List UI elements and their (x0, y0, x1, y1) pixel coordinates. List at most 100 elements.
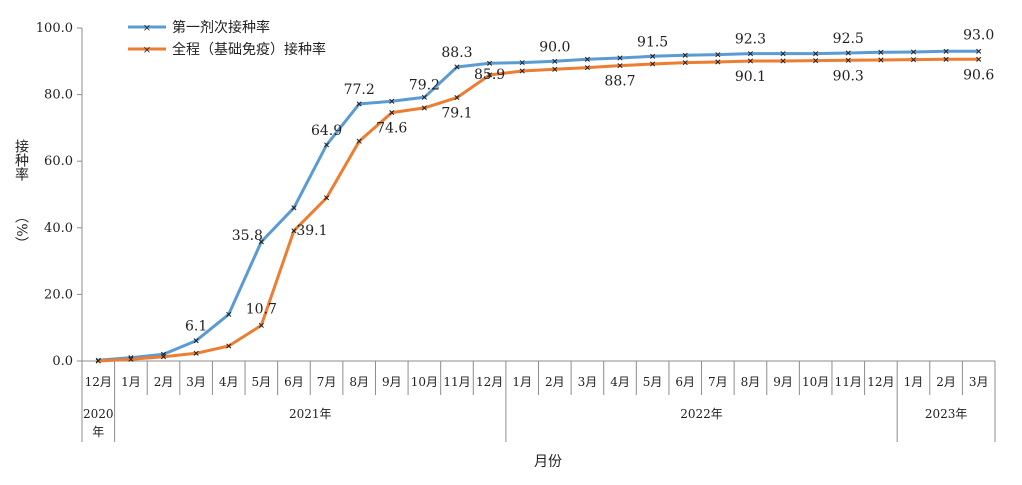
data-point (95, 358, 101, 364)
data-point (617, 63, 623, 69)
data-label: 10.7 (246, 301, 277, 317)
data-point (552, 66, 558, 72)
data-point (226, 343, 232, 349)
x-tick-label: 4月 (219, 375, 239, 389)
x-tick-label: 8月 (741, 375, 761, 389)
x-tick-label: 9月 (773, 375, 793, 389)
data-point (258, 322, 264, 328)
data-point (845, 57, 851, 63)
x-tick-label: 7月 (317, 375, 337, 389)
data-labels: 6.1 35.8 64.9 77.2 79.288.3 90.0 91.5 92.3 92.5 9… (185, 27, 994, 334)
x-tick-label: 6月 (284, 375, 304, 389)
x-tick-label: 1月 (904, 375, 924, 389)
data-point (356, 101, 362, 107)
data-point (487, 72, 493, 78)
data-point (715, 59, 721, 65)
x-axis: 12月 1月 2月 3月 4月 5月 6月 7月 8月 9月 10月 11月 12月 1月 2月 3月 4月 5月… (81, 360, 996, 442)
data-point (324, 142, 330, 148)
data-label: 77.2 (344, 82, 375, 98)
data-point (487, 60, 493, 66)
data-label: 91.5 (637, 34, 668, 50)
data-label: 74.6 (376, 121, 407, 137)
y-axis-title: 接种率 (13, 138, 29, 181)
y-tick-label: 20.0 (44, 287, 73, 302)
data-point (128, 356, 134, 362)
x-tick-label: 7月 (708, 375, 728, 389)
y-axis-unit: （%） (13, 209, 29, 250)
data-point (747, 51, 753, 57)
data-point (421, 105, 427, 111)
x-tick-label: 3月 (186, 375, 206, 389)
data-point (747, 58, 753, 64)
legend-label-full-course: 全程（基础免疫）接种率 (172, 41, 326, 58)
data-point (813, 58, 819, 64)
data-point (421, 94, 427, 100)
data-point (878, 57, 884, 63)
data-label: 6.1 (185, 319, 207, 335)
x-tick-label: 6月 (675, 375, 695, 389)
y-tick-label: 0.0 (52, 354, 73, 369)
series-line-0 (98, 49, 979, 362)
x-tick-label: 3月 (969, 375, 989, 389)
data-label: 88.7 (604, 74, 635, 90)
series-line-1 (98, 57, 979, 363)
data-label: 90.0 (539, 39, 570, 55)
year-label: 2020 (83, 407, 114, 421)
data-point (682, 52, 688, 58)
data-point (780, 51, 786, 57)
x-tick-label: 2月 (936, 375, 956, 389)
data-label: 39.1 (296, 223, 327, 239)
x-tick-label: 12月 (867, 375, 894, 389)
data-label: 90.6 (963, 67, 994, 83)
data-point (324, 195, 330, 201)
data-label: 79.1 (441, 106, 472, 122)
x-tick-label: 5月 (252, 375, 272, 389)
data-point (617, 55, 623, 61)
data-label: 90.3 (833, 68, 864, 84)
x-tick-label: 12月 (85, 375, 112, 389)
x-tick-label: 5月 (643, 375, 663, 389)
x-tick-label: 4月 (610, 375, 630, 389)
data-label: 93.0 (963, 27, 994, 43)
year-label: 2022年 (680, 407, 723, 421)
data-point (976, 48, 982, 54)
data-point (291, 205, 297, 211)
series-lines (95, 48, 982, 364)
data-label: 85.9 (474, 67, 505, 83)
data-point (910, 57, 917, 63)
legend-marker-first-dose: × (143, 23, 151, 34)
data-point (519, 68, 525, 74)
data-point (878, 49, 884, 55)
data-point (715, 52, 721, 58)
y-tick-label: 60.0 (44, 154, 73, 169)
legend: × 第一剂次接种率 × 全程（基础免疫）接种率 (128, 19, 326, 58)
x-axis-title: 月份 (534, 454, 562, 470)
data-label: 64.9 (311, 123, 342, 139)
data-point (291, 228, 297, 234)
data-point (454, 95, 460, 101)
y-axis: 0.0 20.0 40.0 60.0 80.0 100.0 (36, 21, 83, 369)
data-label: 90.1 (735, 69, 766, 85)
x-tick-label: 1月 (512, 375, 532, 389)
axis-titles: 月份 接种率 （%） (13, 138, 562, 470)
data-point (356, 138, 362, 144)
x-tick-label: 10月 (802, 375, 829, 389)
data-point (910, 49, 917, 55)
data-label: 88.3 (441, 45, 472, 61)
data-point (584, 56, 590, 62)
data-label: 92.3 (735, 32, 766, 48)
x-tick-label: 8月 (349, 375, 369, 389)
x-tick-label: 2月 (545, 375, 565, 389)
year-label: 2023年 (925, 407, 968, 421)
data-point (943, 48, 949, 54)
data-point (650, 53, 656, 59)
data-label: 35.8 (232, 228, 263, 244)
x-tick-label: 3月 (578, 375, 598, 389)
x-tick-label: 2月 (154, 375, 174, 389)
y-tick-label: 40.0 (44, 221, 73, 236)
y-tick-label: 100.0 (36, 21, 73, 36)
data-point (389, 98, 395, 104)
data-point (454, 64, 460, 70)
x-tick-label: 12月 (476, 375, 503, 389)
